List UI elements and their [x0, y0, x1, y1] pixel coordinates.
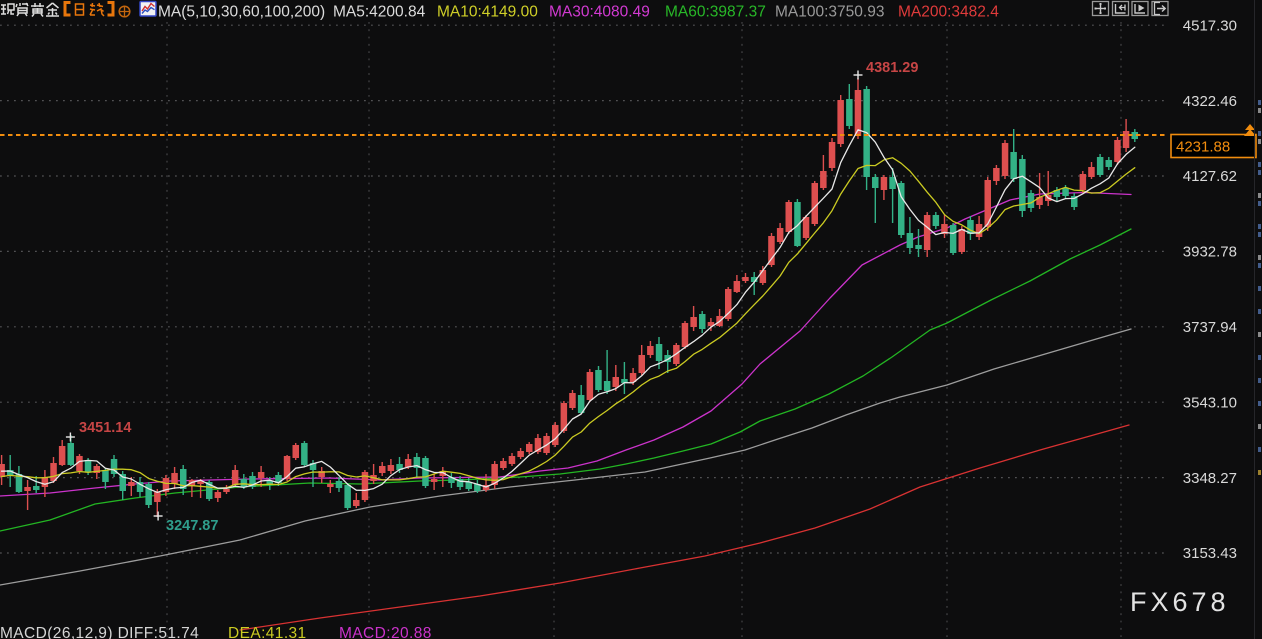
svg-text:MA100:3750.93: MA100:3750.93 — [775, 4, 884, 21]
svg-text:MACD(26,12,9) DIFF:51.74: MACD(26,12,9) DIFF:51.74 — [0, 625, 199, 639]
svg-text:MA30:4080.49: MA30:4080.49 — [549, 4, 650, 21]
svg-text:MA5:4200.84: MA5:4200.84 — [333, 4, 426, 21]
svg-text:3737.94: 3737.94 — [1183, 319, 1237, 336]
svg-text:MA10:4149.00: MA10:4149.00 — [437, 4, 538, 21]
svg-text:4127.62: 4127.62 — [1183, 168, 1237, 185]
svg-text:3247.87: 3247.87 — [166, 518, 218, 534]
svg-text:MA60:3987.37: MA60:3987.37 — [665, 4, 766, 21]
svg-text:DEA:41.31: DEA:41.31 — [228, 625, 307, 639]
svg-text:4517.30: 4517.30 — [1183, 17, 1237, 34]
svg-text:3932.78: 3932.78 — [1183, 244, 1237, 261]
svg-text:4231.88: 4231.88 — [1176, 139, 1230, 156]
svg-text:3451.14: 3451.14 — [79, 420, 131, 436]
svg-text:MA200:3482.4: MA200:3482.4 — [898, 4, 999, 21]
svg-text:4381.29: 4381.29 — [866, 60, 918, 76]
svg-text:3153.43: 3153.43 — [1183, 545, 1237, 562]
svg-text:MA(5,10,30,60,100,200): MA(5,10,30,60,100,200) — [158, 4, 325, 21]
svg-text:MACD:20.88: MACD:20.88 — [339, 625, 432, 639]
svg-text:3543.10: 3543.10 — [1183, 394, 1237, 411]
svg-text:FX678: FX678 — [1130, 587, 1230, 617]
svg-text:3348.27: 3348.27 — [1183, 470, 1237, 487]
svg-text:4322.46: 4322.46 — [1183, 93, 1237, 110]
